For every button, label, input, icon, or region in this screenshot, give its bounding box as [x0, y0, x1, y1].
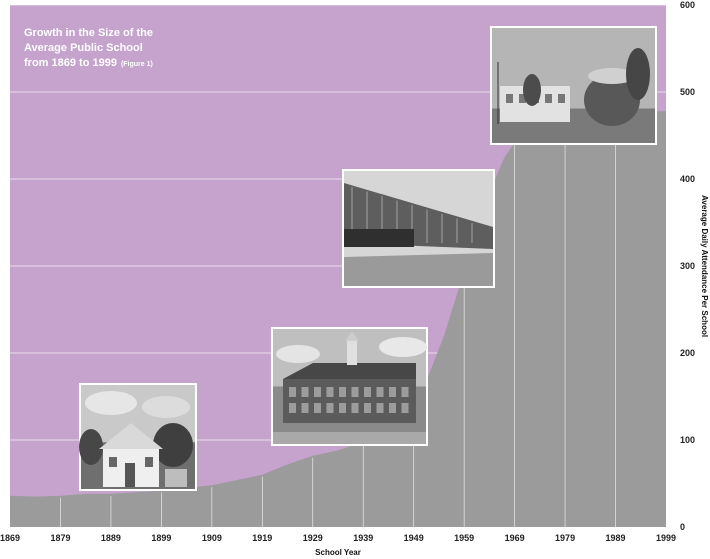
y-axis-title: Average Daily Attendance Per School [700, 195, 709, 337]
x-tick-1939: 1939 [353, 533, 373, 543]
photo-layer [79, 26, 657, 491]
photo-1 [79, 383, 197, 491]
photo-window [301, 403, 309, 413]
photo-2 [271, 327, 428, 446]
photo-window [289, 403, 296, 413]
title-line-3: from 1869 to 1999 (Figure 1) [24, 57, 153, 69]
title-note: (Figure 1) [121, 61, 153, 68]
photo-tree [79, 429, 103, 465]
photo-window [401, 403, 409, 413]
x-tick-1879: 1879 [50, 533, 70, 543]
photo-lawn [273, 432, 426, 444]
attendance-area [10, 111, 666, 527]
photo-window [351, 403, 359, 413]
photo-school-window [145, 457, 153, 467]
photo-tower-roof [588, 68, 636, 84]
photo-4 [490, 26, 657, 145]
photo-window [326, 387, 334, 397]
photo-tree [153, 423, 193, 467]
x-tick-1999: 1999 [656, 533, 676, 543]
photo-window [339, 403, 346, 413]
photo-window [364, 403, 371, 413]
photo-cupola-top [345, 331, 359, 341]
x-tick-1909: 1909 [202, 533, 222, 543]
photo-tree [523, 74, 541, 106]
photo-window [326, 403, 334, 413]
photo-window [301, 387, 309, 397]
photo-window [339, 387, 346, 397]
photo-school-roof [283, 363, 416, 379]
chart-title: Growth in the Size of the Average Public… [24, 27, 153, 69]
x-tick-1899: 1899 [151, 533, 171, 543]
photo-cloud [142, 396, 190, 418]
photo-cloud [276, 345, 320, 363]
x-tick-1869: 1869 [0, 533, 20, 543]
y-tick-0: 0 [680, 522, 685, 532]
photo-window [376, 387, 384, 397]
x-tick-1989: 1989 [606, 533, 626, 543]
photo-entrance [344, 229, 414, 247]
x-tick-1889: 1889 [101, 533, 121, 543]
photo-window [289, 387, 296, 397]
x-tick-1919: 1919 [252, 533, 272, 543]
title-line-3-text: from 1869 to 1999 [24, 57, 117, 69]
photo-school-roof [99, 423, 163, 449]
photo-window [506, 94, 513, 103]
photo-tree [626, 48, 650, 100]
x-axis-title: School Year [315, 548, 361, 557]
y-tick-100: 100 [680, 435, 695, 445]
y-tick-200: 200 [680, 348, 695, 358]
photo-window [401, 387, 409, 397]
photo-window [376, 403, 384, 413]
photo-window [314, 403, 321, 413]
x-tick-1959: 1959 [454, 533, 474, 543]
photo-cloud [379, 337, 427, 357]
photo-school-window [109, 457, 117, 467]
photo-school-door [125, 463, 135, 487]
photo-window [389, 403, 396, 413]
photo-window [314, 387, 321, 397]
photo-window [389, 387, 396, 397]
photo-window [519, 94, 526, 103]
y-tick-500: 500 [680, 87, 695, 97]
title-line-2: Average Public School [24, 42, 143, 54]
photo-cloud [85, 391, 137, 415]
photo-shed [165, 469, 187, 487]
x-tick-1949: 1949 [404, 533, 424, 543]
photo-window [364, 387, 371, 397]
y-tick-400: 400 [680, 174, 695, 184]
year-separators [60, 127, 616, 527]
x-tick-1969: 1969 [505, 533, 525, 543]
photo-cupola [347, 341, 357, 365]
y-tick-300: 300 [680, 261, 695, 271]
photo-window [558, 94, 565, 103]
photo-school-facade [283, 379, 416, 423]
x-tick-1929: 1929 [303, 533, 323, 543]
photo-window [351, 387, 359, 397]
title-line-1: Growth in the Size of the [24, 27, 153, 39]
y-tick-600: 600 [680, 0, 695, 10]
photo-window [545, 94, 552, 103]
x-axis-ticks: 1869 1879 1889 1899 1909 1919 1929 1939 1949 1959… [0, 533, 676, 543]
photo-round-tower [584, 74, 640, 126]
y-axis-ticks: 0 100 200 300 400 500 600 [680, 0, 695, 532]
photo-pavement [344, 253, 493, 286]
photo-3 [342, 169, 495, 288]
x-tick-1979: 1979 [555, 533, 575, 543]
